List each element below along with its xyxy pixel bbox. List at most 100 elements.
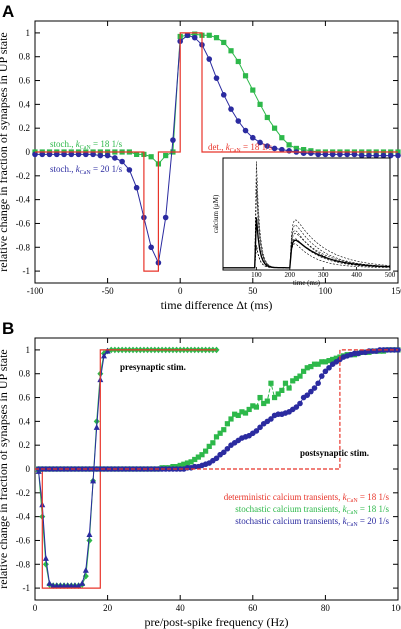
data-point-1 [387,152,394,159]
data-point-3 [213,434,220,440]
panel-a: -100 -50 0 50 100 150 -1 -0.8 -0.6 -0.4 -0.2 0 0.2 0.… [0,2,401,312]
data-point-0 [257,101,263,107]
data-point-1 [126,167,133,173]
data-point-3 [224,421,230,427]
x-tick-label: 20 [103,603,113,613]
data-point-0 [134,151,140,157]
inset-calcium: 100 200 300 400 500 time (ms) calcium (μM) [212,157,396,287]
x-tick-label: 0 [33,603,38,613]
y-tick-label: -0.8 [16,242,31,252]
data-point-1 [242,127,249,134]
data-point-1 [112,155,118,161]
data-point-3 [221,427,227,433]
y-tick-label: 0.2 [19,440,30,450]
data-point-3 [275,391,281,397]
y-tick-label: 0 [26,464,31,474]
inset-x-tick-label: 500 [385,271,396,279]
data-point-3 [242,410,249,416]
data-point-3 [261,400,267,407]
data-point-0 [221,39,227,46]
y-tick-label: 0.4 [19,99,31,109]
y-tick-label: -0.4 [16,195,31,205]
data-point-0 [228,48,234,54]
data-point-1 [358,152,365,159]
data-point-1 [75,582,82,589]
data-point-1 [100,352,107,359]
x-tick-label: 0 [178,286,183,296]
data-point-1 [264,143,271,149]
data-point-3 [308,363,314,370]
data-point-1 [32,151,38,158]
data-point-0 [301,147,307,153]
data-point-1 [351,151,358,158]
inset-x-tick-label: 200 [285,271,296,279]
data-point-3 [333,355,339,361]
data-point-1 [184,32,191,39]
data-point-1 [97,152,104,159]
legend-entry: stochastic calcium transients, kCaN = 20… [235,516,389,528]
inset-trace-dashed [223,243,390,269]
data-point-1 [75,151,82,158]
data-point-1 [228,106,234,112]
data-point-1 [162,214,169,221]
data-point-3 [326,358,332,364]
data-point-3 [304,365,310,371]
data-point-1 [337,151,343,158]
data-point-0 [86,537,93,544]
x-tick-label: 60 [248,603,258,613]
data-point-1 [170,137,176,143]
data-point-3 [181,461,187,467]
data-point-3 [195,454,201,460]
panel-letter: B [2,319,14,338]
data-point-1 [315,151,321,158]
data-point-1 [206,56,213,62]
y-tick-label: 1 [26,28,31,38]
data-point-1 [235,118,242,124]
annotation-postsynaptic: postsynaptic stim. [300,448,369,458]
data-point-3 [282,380,289,386]
data-point-3 [311,361,318,367]
x-tick-label: -50 [102,286,114,296]
inset-x-tick-label: 100 [251,271,262,279]
data-point-4 [268,416,274,422]
data-point-3 [177,462,183,469]
inset-frame [222,157,391,271]
data-point-3 [319,359,325,365]
data-point-1 [366,152,372,159]
data-point-3 [184,460,191,466]
data-point-1 [308,150,314,156]
data-point-3 [330,356,336,363]
data-point-4 [220,449,227,456]
data-point-1 [119,158,125,165]
data-point-4 [311,385,318,391]
y-tick-label: 0.2 [19,123,30,133]
inset-x-tick-label: 400 [351,271,362,279]
data-point-0 [271,125,278,131]
data-point-1 [271,145,278,152]
data-point-3 [232,411,238,417]
y-tick-label: 0.6 [19,76,31,86]
data-point-1 [104,347,111,354]
data-point-1 [82,566,89,573]
x-tick-label: 150 [391,286,401,296]
y-tick-label: -0.2 [16,171,30,181]
data-point-1 [46,151,53,158]
data-point-4 [293,404,300,410]
inset-x-tick-label: 300 [318,271,329,279]
data-point-4 [224,445,231,452]
data-point-4 [322,368,329,375]
data-point-1 [93,424,100,430]
data-point-3 [250,403,256,409]
inset-trace-dashed [223,189,391,269]
y-tick-label: -0.6 [16,218,31,228]
data-point-3 [293,375,299,382]
data-point-3 [228,416,234,422]
data-point-3 [271,394,278,401]
data-point-3 [279,387,285,393]
data-point-1 [329,151,336,158]
annotation-det-18: det., kCaN = 18 1/s [208,142,273,154]
data-point-3 [268,380,274,386]
data-point-3 [188,459,194,465]
y-tick-label: 0.4 [19,416,31,426]
